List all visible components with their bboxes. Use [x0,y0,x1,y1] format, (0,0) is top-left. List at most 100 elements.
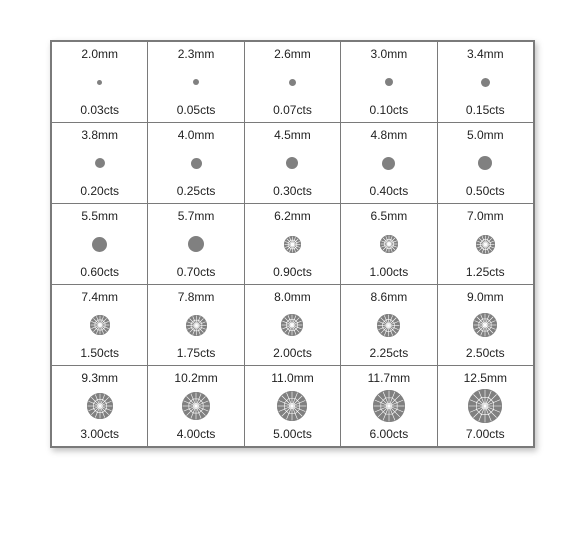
chart-cell: 2.6mm 0.07cts [244,42,340,123]
mm-label: 10.2mm [148,372,243,384]
mm-label: 7.0mm [438,210,533,222]
mm-label: 4.0mm [148,129,243,141]
mm-label: 6.5mm [341,210,436,222]
chart-cell: 8.0mm 2.00cts [244,285,340,366]
chart-cell: 10.2mm 4.00cts [148,366,244,447]
chart-row: 2.0mm0.03cts2.3mm0.05cts2.6mm0.07cts3.0m… [52,42,534,123]
gem-icon [341,145,436,181]
gem-icon [52,388,147,424]
cts-label: 3.00cts [52,428,147,440]
gem-icon [52,64,147,100]
gem-icon [438,64,533,100]
chart-cell: 3.0mm 0.10cts [341,42,437,123]
gem-icon [52,307,147,343]
cts-label: 2.50cts [438,347,533,359]
cts-label: 0.40cts [341,185,436,197]
cts-label: 1.00cts [341,266,436,278]
cts-label: 1.50cts [52,347,147,359]
cts-label: 1.25cts [438,266,533,278]
mm-label: 8.0mm [245,291,340,303]
mm-label: 2.6mm [245,48,340,60]
chart-row: 9.3mm3.00cts10.2mm4.00cts11.0mm5.00cts11… [52,366,534,447]
cts-label: 0.07cts [245,104,340,116]
mm-label: 9.0mm [438,291,533,303]
cts-label: 0.10cts [341,104,436,116]
gem-icon [341,307,436,343]
gem-icon [341,226,436,262]
cts-label: 0.50cts [438,185,533,197]
gem-icon [245,388,340,424]
mm-label: 4.5mm [245,129,340,141]
gem-icon [245,307,340,343]
mm-label: 8.6mm [341,291,436,303]
mm-label: 7.8mm [148,291,243,303]
mm-label: 12.5mm [438,372,533,384]
cts-label: 5.00cts [245,428,340,440]
chart-row: 5.5mm0.60cts5.7mm0.70cts6.2mm0.90cts6.5m… [52,204,534,285]
chart-cell: 2.0mm 0.03cts [52,42,148,123]
chart-cell: 11.0mm 5.00cts [244,366,340,447]
mm-label: 5.7mm [148,210,243,222]
gem-icon [148,226,243,262]
chart-table: 2.0mm0.03cts2.3mm0.05cts2.6mm0.07cts3.0m… [51,41,534,447]
diamond-size-chart: 2.0mm0.03cts2.3mm0.05cts2.6mm0.07cts3.0m… [0,0,585,545]
chart-cell: 11.7mm6.00cts [341,366,437,447]
cts-label: 2.00cts [245,347,340,359]
chart-cell: 2.3mm0.05cts [148,42,244,123]
mm-label: 9.3mm [52,372,147,384]
cts-label: 0.15cts [438,104,533,116]
gem-icon [341,64,436,100]
chart-cell: 5.7mm 0.70cts [148,204,244,285]
chart-cell: 8.6mm 2.25cts [341,285,437,366]
chart-cell: 4.0mm 0.25cts [148,123,244,204]
gem-icon [438,145,533,181]
mm-label: 4.8mm [341,129,436,141]
cts-label: 0.25cts [148,185,243,197]
mm-label: 5.5mm [52,210,147,222]
chart-cell: 7.0mm 1.25cts [437,204,533,285]
chart-cell: 5.5mm 0.60cts [52,204,148,285]
gem-icon [438,388,533,424]
gem-icon [148,307,243,343]
gem-icon [245,226,340,262]
gem-icon [148,388,243,424]
mm-label: 3.0mm [341,48,436,60]
cts-label: 2.25cts [341,347,436,359]
mm-label: 6.2mm [245,210,340,222]
gem-icon [438,307,533,343]
chart-cell: 6.5mm 1.00cts [341,204,437,285]
mm-label: 11.7mm [341,372,436,384]
gem-icon [52,145,147,181]
chart-row: 3.8mm0.20cts4.0mm0.25cts4.5mm0.30cts4.8m… [52,123,534,204]
cts-label: 0.70cts [148,266,243,278]
chart-cell: 5.0mm 0.50cts [437,123,533,204]
gem-icon [148,64,243,100]
gem-icon [148,145,243,181]
cts-label: 0.03cts [52,104,147,116]
chart-row: 7.4mm1.50cts7.8mm1.75cts8.0mm2.00cts8.6m… [52,285,534,366]
chart-cell: 6.2mm 0.90cts [244,204,340,285]
chart-border: 2.0mm0.03cts2.3mm0.05cts2.6mm0.07cts3.0m… [50,40,535,448]
chart-cell: 7.8mm 1.75cts [148,285,244,366]
chart-cell: 9.3mm 3.00cts [52,366,148,447]
gem-icon [52,226,147,262]
gem-icon [438,226,533,262]
mm-label: 2.0mm [52,48,147,60]
gem-icon [245,145,340,181]
cts-label: 1.75cts [148,347,243,359]
mm-label: 11.0mm [245,372,340,384]
chart-cell: 3.8mm 0.20cts [52,123,148,204]
cts-label: 0.30cts [245,185,340,197]
chart-cell: 12.5mm 7.00cts [437,366,533,447]
cts-label: 0.60cts [52,266,147,278]
mm-label: 3.4mm [438,48,533,60]
mm-label: 3.8mm [52,129,147,141]
chart-cell: 3.4mm 0.15cts [437,42,533,123]
cts-label: 4.00cts [148,428,243,440]
cts-label: 7.00cts [438,428,533,440]
chart-cell: 4.8mm 0.40cts [341,123,437,204]
cts-label: 0.90cts [245,266,340,278]
mm-label: 5.0mm [438,129,533,141]
mm-label: 7.4mm [52,291,147,303]
cts-label: 0.20cts [52,185,147,197]
